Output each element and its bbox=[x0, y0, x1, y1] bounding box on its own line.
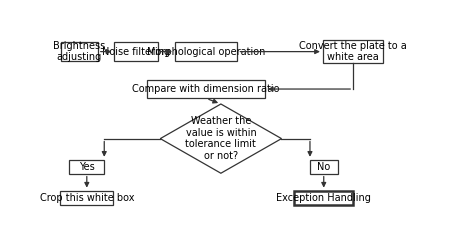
FancyBboxPatch shape bbox=[175, 42, 237, 61]
Text: Morphological operation: Morphological operation bbox=[147, 47, 265, 57]
FancyBboxPatch shape bbox=[60, 191, 113, 205]
Text: Weather the
value is within
tolerance limit
or not?: Weather the value is within tolerance li… bbox=[185, 116, 256, 161]
FancyBboxPatch shape bbox=[323, 40, 383, 63]
FancyBboxPatch shape bbox=[114, 42, 158, 61]
Text: Compare with dimension ratio: Compare with dimension ratio bbox=[132, 84, 280, 94]
FancyBboxPatch shape bbox=[61, 42, 98, 61]
Text: Brightness
adjusting: Brightness adjusting bbox=[54, 41, 106, 62]
FancyBboxPatch shape bbox=[310, 160, 337, 174]
Text: Yes: Yes bbox=[79, 162, 95, 172]
FancyBboxPatch shape bbox=[69, 160, 104, 174]
Text: Convert the plate to a
white area: Convert the plate to a white area bbox=[299, 41, 407, 62]
Polygon shape bbox=[160, 104, 282, 173]
FancyBboxPatch shape bbox=[294, 191, 353, 205]
Text: Crop this white box: Crop this white box bbox=[39, 192, 134, 203]
Text: Noise filtering: Noise filtering bbox=[102, 47, 171, 57]
Text: No: No bbox=[317, 162, 330, 172]
FancyBboxPatch shape bbox=[147, 80, 265, 98]
Text: Exception Handling: Exception Handling bbox=[276, 192, 371, 203]
